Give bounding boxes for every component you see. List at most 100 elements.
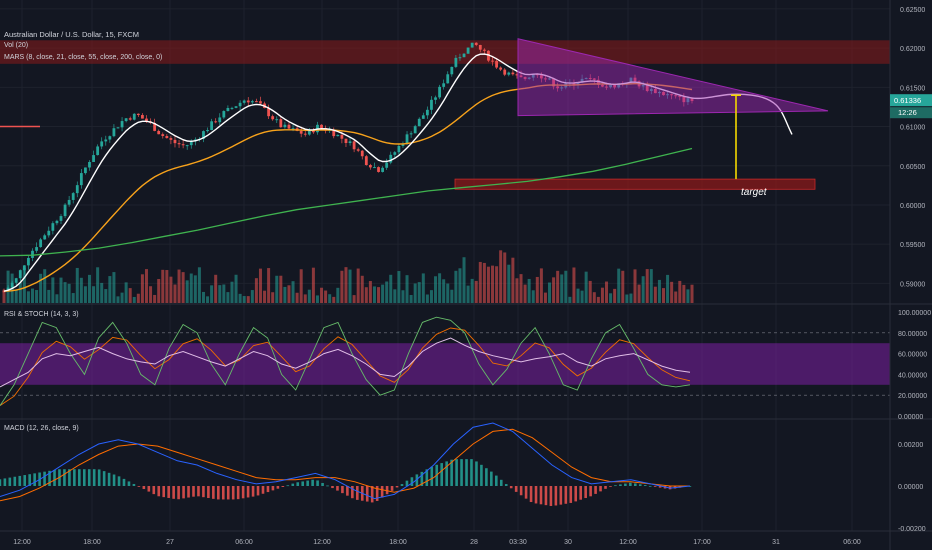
candle-body [112,128,116,137]
macd-histogram-bar [524,486,528,499]
candle-body [499,67,503,70]
volume-bar [87,274,91,303]
candle-body [173,139,177,144]
macd-histogram-bar [420,471,424,486]
candle-body [234,106,238,108]
candle-body [181,144,185,146]
macd-histogram-bar [495,475,498,486]
macd-histogram-bar [385,486,389,495]
macd-histogram-bar [475,461,478,486]
stoch-d-line [0,327,691,406]
macd-histogram-bar [177,486,180,500]
volume-bar [206,296,210,303]
candle-body [291,128,295,130]
rsi-tick-label: 40.00000 [898,372,927,379]
volume-bar [254,278,258,303]
volume-bar [662,288,666,303]
time-tick-label: 17:00 [693,539,711,546]
volume-bar [621,270,625,303]
macd-histogram-bar [291,483,295,486]
volume-bar [299,269,303,303]
macd-histogram-bar [460,459,463,486]
volume-bar [657,279,661,303]
macd-histogram-bar [13,476,17,486]
candle-body [218,117,222,123]
volume-bar [372,286,376,303]
candle-body [27,257,30,266]
candle-body [344,138,348,144]
volume-bar [83,286,87,303]
macd-histogram-bar [207,486,210,499]
candle-body [450,66,454,75]
volume-bar [474,280,478,303]
macd-histogram-bar [226,486,230,500]
volume-bar [2,289,6,303]
candle-body [373,167,376,169]
volume-bar [181,272,185,303]
volume-bar [26,291,30,303]
volume-bar [564,270,568,303]
volume-bar [287,285,291,303]
volume-bar [466,285,470,303]
time-tick-label: 12:00 [313,539,331,546]
price-tick-label: 0.59000 [900,281,925,288]
target-zone [454,178,816,190]
volume-bar [132,296,136,303]
rsi-band [0,343,890,385]
volume-bar [59,277,63,303]
macd-histogram-bar [544,486,548,506]
candle-body [491,60,494,62]
price-tick-label: 0.60500 [900,164,925,171]
volume-bar [405,275,409,303]
candle-body [425,109,429,116]
volume-bar [303,294,307,303]
volume-bar [438,273,442,303]
macd-histogram-bar [465,459,468,486]
candle-body [202,131,205,139]
volume-bar [128,288,132,303]
volume-bar [92,286,96,303]
candle-body [515,74,519,76]
macd-histogram-bar [256,486,260,496]
macd-histogram-bar [18,475,22,486]
candle-body [405,134,409,144]
macd-histogram-bar [604,486,607,489]
macd-histogram-bar [301,481,305,486]
stoch-k-line [0,316,691,406]
volume-bar [454,270,458,303]
macd-histogram-bar [633,483,637,486]
candle-body [132,113,136,120]
volume-bar [609,293,613,303]
candle-body [466,47,470,54]
candle-body [92,155,95,163]
ema200-line [0,147,693,257]
volume-bars [2,250,694,303]
candle-body [438,86,441,98]
macd-histogram-bar [499,479,503,486]
volume-bar [165,270,169,303]
volume-bar [177,269,181,303]
macd-histogram-bar [425,469,429,486]
volume-bar [238,293,242,303]
macd-histogram-bar [162,486,166,498]
candle-body [356,149,360,151]
volume-bar [446,283,450,303]
time-tick-label: 18:00 [83,539,101,546]
volume-bar [686,289,690,303]
macd-tick-label: 0.00000 [898,484,923,491]
macd-histogram-bar [266,486,270,493]
candle-body [255,101,258,103]
volume-bar [393,289,397,303]
macd-histogram-bar [653,486,657,487]
macd-histogram-bar [648,485,652,487]
volume-bar [250,290,254,303]
volume-bar [161,269,165,303]
volume-bar [104,289,108,303]
volume-bar [584,271,588,303]
rsi-tick-label: 100.00000 [898,310,931,317]
macd-histogram-bar [375,486,379,501]
candle-body [446,74,450,84]
candle-body [120,121,124,128]
